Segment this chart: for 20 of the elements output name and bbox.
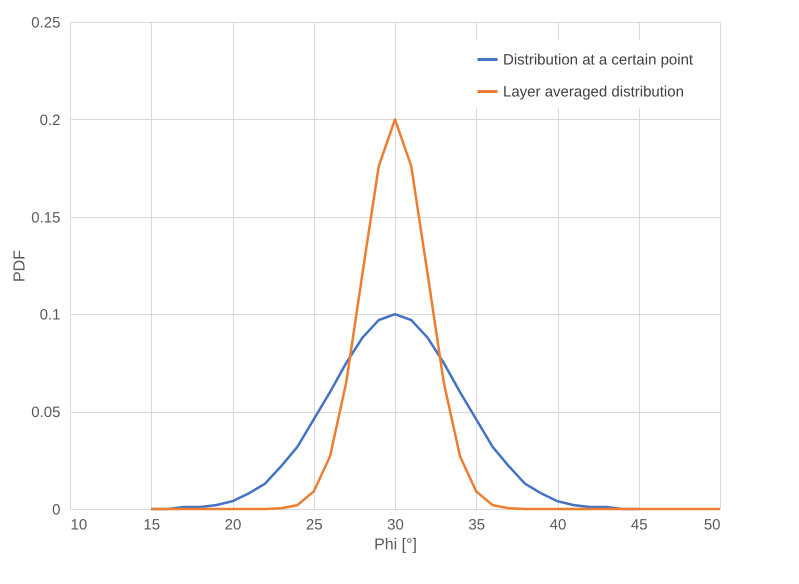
x-tick-label: 25 (306, 516, 323, 534)
y-tick-label: 0.2 (40, 112, 60, 129)
y-tick-label: 0.05 (31, 404, 60, 422)
x-tick-label: 35 (468, 516, 486, 534)
x-tick-label: 20 (224, 516, 242, 534)
y-tick-label: 0.1 (40, 306, 60, 324)
x-tick-label: 40 (550, 516, 566, 534)
y-tick-label: 0.25 (31, 14, 60, 32)
y-axis-title: PDF (11, 250, 28, 282)
x-tick-label: 30 (387, 516, 404, 534)
x-axis-title: Phi [°] (374, 536, 417, 554)
x-tick-label: 45 (630, 516, 648, 534)
line-series (150, 118, 722, 510)
y-tick-label: 0.15 (31, 209, 60, 226)
y-tick-label: 0 (52, 502, 60, 518)
legend-label: Layer averaged distribution (503, 84, 684, 100)
x-tick-label: 50 (704, 516, 720, 534)
legend-label: Distribution at a certain point (503, 52, 694, 68)
x-tick-label: 15 (143, 516, 160, 534)
x-tick-label: 10 (70, 516, 88, 534)
